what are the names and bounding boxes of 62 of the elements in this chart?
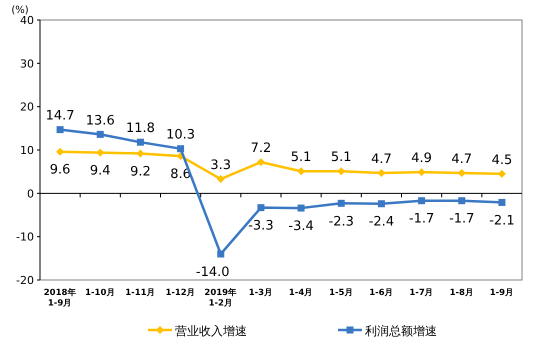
- y-tick-label: 10: [20, 144, 34, 157]
- point: [498, 198, 506, 206]
- point: [216, 175, 225, 184]
- y-tick-label: 0: [27, 187, 34, 200]
- point: [177, 145, 184, 152]
- legend-label: 利润总额增速: [365, 324, 437, 338]
- y-tick-label: -20: [16, 274, 34, 287]
- x-tick-label: 1-3月: [248, 287, 274, 298]
- point: [96, 130, 104, 138]
- data-label: 14.7: [46, 108, 75, 124]
- data-label: -14.0: [196, 265, 230, 280]
- data-label: -2.1: [489, 213, 515, 228]
- y-tick-label: 30: [20, 57, 34, 70]
- data-label: 5.1: [330, 150, 352, 166]
- point: [458, 197, 466, 204]
- data-label: -2.3: [328, 214, 354, 230]
- data-label: -3.3: [248, 218, 274, 234]
- point: [378, 200, 385, 208]
- data-label: 4.7: [451, 152, 472, 167]
- x-tick-label: 1-4月: [288, 287, 314, 298]
- y-axis-title: (%): [11, 5, 29, 16]
- x-tick-label: 1-9月: [490, 287, 514, 298]
- legend-label: 营业收入增速: [175, 324, 247, 338]
- point: [56, 148, 64, 156]
- point: [458, 168, 466, 177]
- data-label: -1.7: [449, 212, 474, 227]
- data-label: 13.6: [86, 113, 115, 128]
- data-label: 9.4: [90, 164, 111, 179]
- x-tick-label: 1-6月: [369, 287, 394, 298]
- point: [96, 148, 104, 157]
- point: [217, 250, 224, 258]
- point: [136, 138, 144, 146]
- y-tick-label: 20: [20, 100, 34, 114]
- point: [418, 197, 426, 204]
- data-label: -2.4: [368, 214, 394, 230]
- data-label: 11.8: [126, 121, 155, 136]
- data-label: 3.3: [210, 158, 232, 174]
- point: [338, 200, 345, 207]
- x-tick-label: 1-5月: [329, 287, 354, 298]
- x-tick-label: 1-10月: [85, 287, 116, 298]
- data-label: 4.9: [411, 151, 432, 166]
- x-tick-label: 1-12月: [165, 287, 196, 298]
- point: [56, 126, 64, 134]
- point: [298, 204, 305, 212]
- x-tick-label: 1-7月: [409, 287, 434, 298]
- point: [257, 204, 264, 212]
- data-label: 4.7: [371, 152, 392, 167]
- data-label: 7.2: [250, 141, 272, 156]
- y-tick-label: 40: [20, 14, 34, 27]
- y-tick-label: -10: [16, 230, 34, 244]
- x-tick-label: 1-8月: [450, 287, 474, 298]
- data-label: -1.7: [408, 212, 434, 227]
- point: [256, 158, 265, 166]
- x-tick-label: 1-11月: [125, 287, 156, 298]
- data-label: 10.3: [166, 128, 196, 143]
- data-label: -3.4: [288, 219, 314, 234]
- x-tick-label: 2019年 1-2月: [204, 287, 238, 309]
- data-label: 4.5: [492, 152, 512, 168]
- data-label: 9.2: [130, 164, 151, 180]
- data-label: 9.6: [50, 162, 70, 178]
- x-tick-label: 2018年 1-9月: [44, 287, 76, 309]
- data-label: 5.1: [290, 150, 312, 166]
